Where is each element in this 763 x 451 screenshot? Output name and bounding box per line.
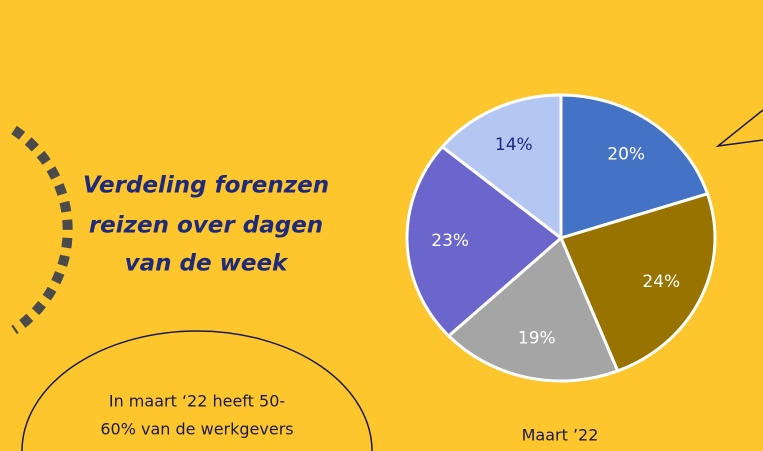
caption: Maart ’22: [522, 426, 599, 445]
pie-slice: [405, 144, 564, 338]
decor-gear: [11, 125, 73, 335]
annotation-line: In maart ‘22 heeft 50-: [109, 392, 285, 411]
title-line: van de week: [125, 251, 289, 277]
title: Verdeling forenzen reizen over dagen van…: [83, 173, 329, 277]
annotation-line: 60% van de werkgevers: [100, 420, 293, 439]
callout-pointer: [715, 109, 763, 148]
pie-slice: [446, 235, 620, 383]
slice-label: 24%: [642, 272, 680, 292]
title-line: Verdeling forenzen: [83, 173, 329, 199]
slice-label: 23%: [431, 231, 469, 251]
slice-label: 20%: [607, 145, 645, 165]
pie: 20% 24% 19% 23% 14%: [405, 93, 717, 383]
pie-slice: [440, 93, 563, 242]
slice-label: 14%: [495, 135, 533, 155]
title-line: reizen over dagen: [89, 213, 323, 239]
pie-slice: [559, 93, 710, 241]
slice-label: 19%: [518, 328, 556, 348]
info-bubble: [21, 330, 373, 451]
